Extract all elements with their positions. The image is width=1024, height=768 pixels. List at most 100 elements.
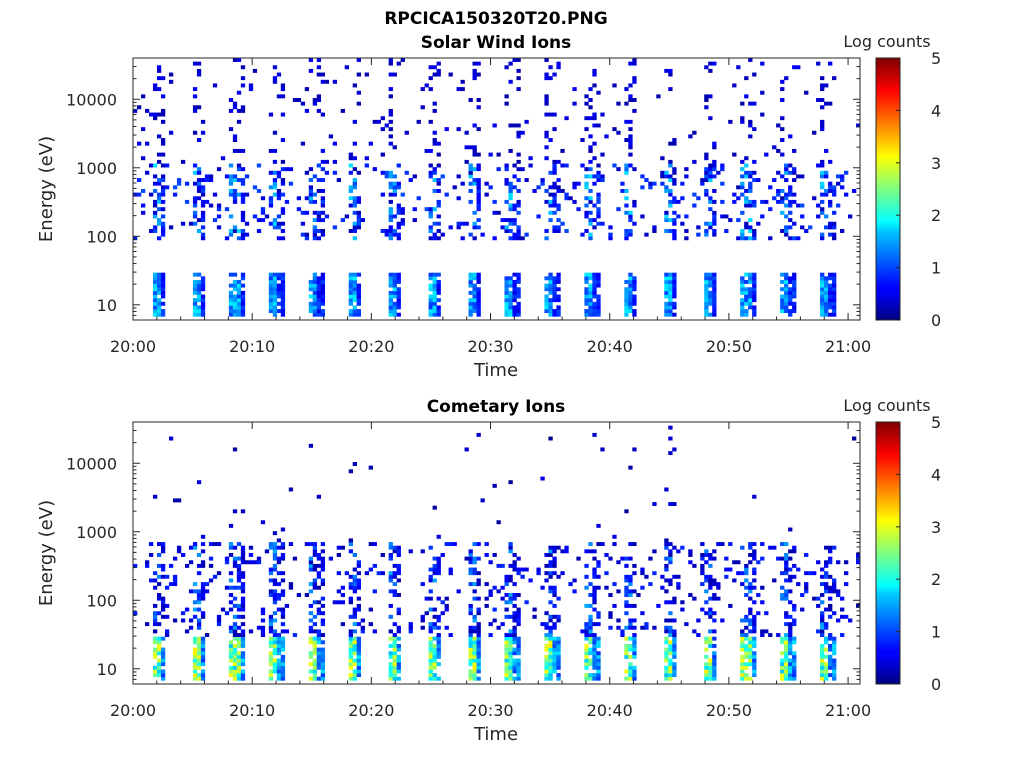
heatmap-cell: [192, 196, 198, 201]
heatmap-cell: [824, 287, 829, 292]
heatmap-cell: [468, 651, 473, 656]
heatmap-cell: [592, 276, 597, 281]
heatmap-cell: [544, 134, 549, 139]
heatmap-cell: [272, 181, 278, 186]
heatmap-cell: [780, 593, 785, 597]
heatmap-cell: [160, 152, 166, 157]
heatmap-cell: [332, 141, 338, 146]
heatmap-cell: [652, 229, 657, 233]
heatmap-cell: [804, 585, 809, 590]
heatmap-cell: [348, 301, 353, 306]
heatmap-cell: [544, 301, 549, 306]
heatmap-cell: [256, 229, 262, 233]
heatmap-cell: [456, 225, 461, 230]
heatmap-cell: [152, 669, 158, 674]
heatmap-cell: [708, 658, 713, 663]
heatmap-cell: [160, 279, 166, 284]
heatmap-cell: [584, 116, 589, 121]
heatmap-cell: [476, 654, 481, 659]
heatmap-cell: [252, 214, 258, 219]
heatmap-cell: [756, 221, 761, 226]
heatmap-cell: [812, 571, 817, 576]
heatmap-cell: [672, 279, 677, 284]
heatmap-cell: [156, 152, 162, 157]
heatmap-cell: [196, 287, 202, 292]
heatmap-cell: [632, 203, 637, 208]
heatmap-cell: [752, 178, 757, 183]
heatmap-cell: [640, 174, 645, 179]
heatmap-cell: [392, 593, 397, 597]
heatmap-cell: [812, 196, 817, 201]
heatmap-cell: [468, 145, 473, 150]
x-tick-label: 20:00: [110, 337, 156, 356]
heatmap-cell: [504, 101, 509, 106]
heatmap-cell: [788, 589, 793, 594]
heatmap-cell: [820, 283, 825, 288]
heatmap-cell: [396, 287, 401, 292]
heatmap-cell: [312, 542, 318, 547]
heatmap-cell: [740, 633, 745, 637]
heatmap-cell: [480, 498, 485, 503]
heatmap-cell: [592, 174, 597, 179]
heatmap-cell: [664, 305, 669, 310]
heatmap-cell: [268, 673, 274, 678]
heatmap-cell: [280, 611, 286, 616]
heatmap-cell: [228, 312, 234, 317]
heatmap-cell: [720, 618, 725, 623]
heatmap-cell: [512, 640, 517, 645]
heatmap-cell: [596, 294, 601, 299]
heatmap-cell: [432, 622, 437, 627]
heatmap-cell: [780, 662, 785, 667]
heatmap-cell: [192, 542, 198, 547]
heatmap-cell: [664, 276, 669, 281]
heatmap-cell: [260, 607, 266, 612]
heatmap-cell: [476, 622, 481, 627]
heatmap-cell: [320, 72, 326, 77]
heatmap-cell: [472, 542, 477, 547]
heatmap-cell: [356, 214, 361, 219]
heatmap-cell: [316, 636, 322, 641]
heatmap-cell: [596, 658, 601, 663]
heatmap-cell: [552, 287, 557, 292]
heatmap-cell: [712, 596, 717, 601]
heatmap-cell: [632, 669, 637, 674]
heatmap-cell: [624, 636, 629, 641]
heatmap-cell: [316, 665, 322, 670]
heatmap-cell: [556, 614, 561, 619]
heatmap-cell: [784, 192, 789, 197]
heatmap-cell: [196, 622, 202, 627]
heatmap-cell: [468, 567, 473, 572]
heatmap-cell: [816, 163, 821, 168]
heatmap-cell: [708, 556, 713, 561]
heatmap-cell: [240, 582, 246, 587]
heatmap-cell: [508, 574, 513, 579]
heatmap-cell: [784, 272, 789, 277]
heatmap-cell: [312, 199, 318, 204]
heatmap-cell: [748, 229, 753, 233]
heatmap-cell: [356, 643, 361, 648]
heatmap-cell: [712, 309, 717, 314]
heatmap-cell: [152, 279, 158, 284]
heatmap-cell: [784, 622, 789, 627]
heatmap-cell: [828, 189, 833, 193]
heatmap-cell: [800, 203, 805, 208]
heatmap-cell: [196, 218, 202, 223]
heatmap-cell: [228, 192, 234, 197]
heatmap-cell: [192, 305, 198, 310]
heatmap-cell: [748, 651, 753, 656]
heatmap-cell: [308, 189, 314, 193]
heatmap-cell: [704, 673, 709, 678]
heatmap-cell: [544, 189, 549, 193]
heatmap-cell: [632, 625, 637, 630]
heatmap-cell: [516, 643, 521, 648]
heatmap-cell: [596, 207, 601, 212]
heatmap-cell: [584, 181, 589, 186]
heatmap-cell: [624, 556, 629, 561]
heatmap-cell: [196, 105, 202, 110]
heatmap-cell: [588, 232, 593, 237]
heatmap-cell: [664, 629, 669, 634]
heatmap-cell: [152, 636, 158, 641]
heatmap-cell: [552, 545, 557, 550]
heatmap-cell: [748, 276, 753, 281]
heatmap-cell: [476, 647, 481, 652]
